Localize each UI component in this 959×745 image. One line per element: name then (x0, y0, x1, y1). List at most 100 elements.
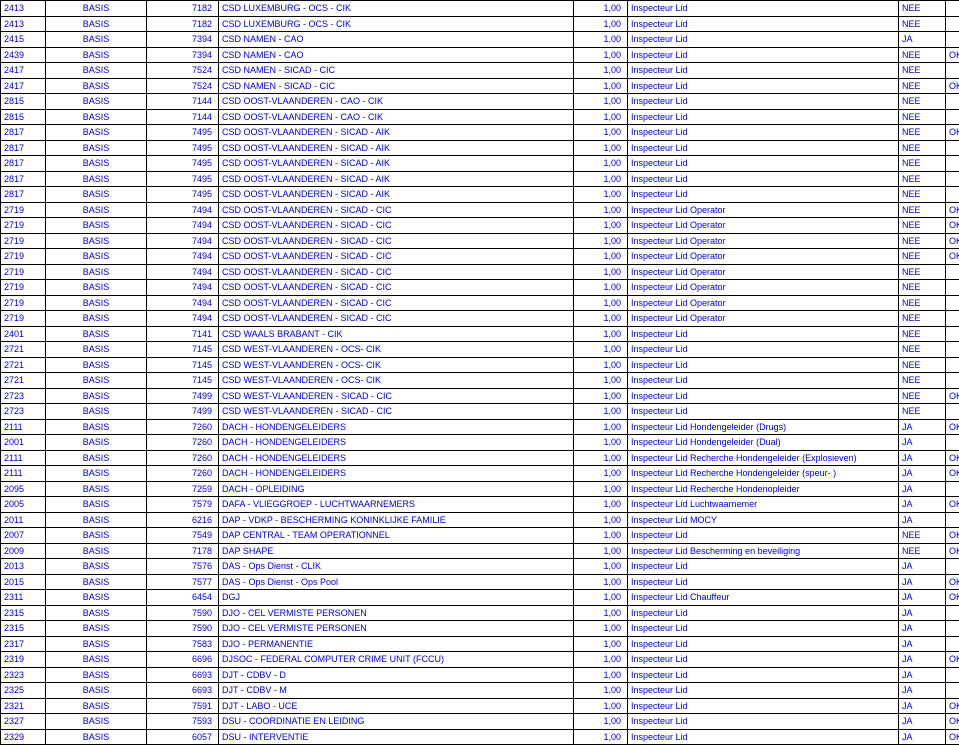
cell-col4: 1,00 (574, 466, 628, 482)
cell-col2: 7591 (147, 698, 219, 714)
cell-col4: 1,00 (574, 497, 628, 513)
cell-col0: 2719 (1, 264, 46, 280)
cell-col6: NEE (899, 94, 946, 110)
cell-col7: OK (946, 574, 959, 590)
cell-col2: 7145 (147, 373, 219, 389)
cell-col1: BASIS (46, 280, 147, 296)
cell-col6: NEE (899, 187, 946, 203)
cell-col4: 1,00 (574, 528, 628, 544)
cell-col3: CSD OOST-VLAANDEREN - SICAD - AIK (219, 171, 574, 187)
cell-col6: JA (899, 652, 946, 668)
cell-col3: CSD WEST-VLAANDEREN - SICAD - CIC (219, 388, 574, 404)
cell-col4: 1,00 (574, 140, 628, 156)
cell-col5: Inspecteur Lid (628, 605, 899, 621)
cell-col2: 6454 (147, 590, 219, 606)
cell-col1: BASIS (46, 311, 147, 327)
cell-col1: BASIS (46, 605, 147, 621)
cell-col1: BASIS (46, 481, 147, 497)
cell-col2: 7394 (147, 32, 219, 48)
cell-col1: BASIS (46, 32, 147, 48)
cell-col2: 7583 (147, 636, 219, 652)
cell-col4: 1,00 (574, 32, 628, 48)
cell-col7 (946, 481, 959, 497)
cell-col1: BASIS (46, 683, 147, 699)
cell-col7: OK (946, 125, 959, 141)
cell-col7: OK (946, 450, 959, 466)
cell-col1: BASIS (46, 264, 147, 280)
cell-col0: 2015 (1, 574, 46, 590)
cell-col3: DSU - INTERVENTIE (219, 729, 574, 745)
cell-col3: CSD WEST-VLAANDEREN - OCS- CIK (219, 373, 574, 389)
cell-col4: 1,00 (574, 435, 628, 451)
cell-col7: OK (946, 419, 959, 435)
cell-col1: BASIS (46, 543, 147, 559)
table-row: 2007BASIS7549DAP CENTRAL - TEAM OPERATIO… (1, 528, 959, 544)
cell-col0: 2417 (1, 78, 46, 94)
cell-col5: Inspecteur Lid (628, 652, 899, 668)
cell-col2: 7576 (147, 559, 219, 575)
cell-col0: 2321 (1, 698, 46, 714)
cell-col5: Inspecteur Lid Operator (628, 218, 899, 234)
cell-col5: Inspecteur Lid (628, 559, 899, 575)
cell-col2: 7499 (147, 404, 219, 420)
cell-col3: DJT - LABO - UCE (219, 698, 574, 714)
table-row: 2111BASIS7260DACH - HONDENGELEIDERS1,00I… (1, 466, 959, 482)
table-row: 2325BASIS6693DJT - CDBV - M1,00Inspecteu… (1, 683, 959, 699)
cell-col4: 1,00 (574, 621, 628, 637)
cell-col2: 7593 (147, 714, 219, 730)
table-row: 2721BASIS7145CSD WEST-VLAANDEREN - OCS- … (1, 342, 959, 358)
table-row: 2011BASIS6216DAP - VDKP - BESCHERMING KO… (1, 512, 959, 528)
cell-col2: 7579 (147, 497, 219, 513)
cell-col7 (946, 357, 959, 373)
cell-col0: 2719 (1, 233, 46, 249)
cell-col6: NEE (899, 388, 946, 404)
cell-col4: 1,00 (574, 311, 628, 327)
cell-col0: 2719 (1, 295, 46, 311)
cell-col0: 2319 (1, 652, 46, 668)
cell-col4: 1,00 (574, 590, 628, 606)
table-row: 2005BASIS7579DAFA - VLIEGGROEP - LUCHTWA… (1, 497, 959, 513)
cell-col2: 7494 (147, 202, 219, 218)
cell-col6: NEE (899, 156, 946, 172)
cell-col1: BASIS (46, 326, 147, 342)
cell-col6: JA (899, 729, 946, 745)
cell-col2: 6693 (147, 683, 219, 699)
cell-col1: BASIS (46, 109, 147, 125)
cell-col5: Inspecteur Lid (628, 714, 899, 730)
cell-col2: 7141 (147, 326, 219, 342)
cell-col4: 1,00 (574, 512, 628, 528)
cell-col3: DJT - CDBV - M (219, 683, 574, 699)
cell-col1: BASIS (46, 559, 147, 575)
cell-col0: 2815 (1, 109, 46, 125)
cell-col7 (946, 140, 959, 156)
cell-col0: 2721 (1, 373, 46, 389)
cell-col7 (946, 264, 959, 280)
cell-col5: Inspecteur Lid (628, 171, 899, 187)
cell-col6: NEE (899, 202, 946, 218)
table-row: 2817BASIS7495CSD OOST-VLAANDEREN - SICAD… (1, 125, 959, 141)
table-row: 2417BASIS7524CSD NAMEN - SICAD - CIC1,00… (1, 78, 959, 94)
cell-col3: CSD NAMEN - CAO (219, 47, 574, 63)
cell-col0: 2719 (1, 249, 46, 265)
cell-col7 (946, 373, 959, 389)
cell-col5: Inspecteur Lid (628, 1, 899, 17)
cell-col1: BASIS (46, 171, 147, 187)
cell-col2: 7260 (147, 435, 219, 451)
cell-col4: 1,00 (574, 171, 628, 187)
cell-col6: JA (899, 497, 946, 513)
table-row: 2723BASIS7499CSD WEST-VLAANDEREN - SICAD… (1, 404, 959, 420)
cell-col2: 7577 (147, 574, 219, 590)
data-table: 2413BASIS7182CSD LUXEMBURG - OCS - CIK1,… (0, 0, 959, 745)
cell-col5: Inspecteur Lid (628, 357, 899, 373)
cell-col1: BASIS (46, 497, 147, 513)
table-row: 2817BASIS7495CSD OOST-VLAANDEREN - SICAD… (1, 140, 959, 156)
table-row: 2315BASIS7590DJO - CEL VERMISTE PERSONEN… (1, 605, 959, 621)
cell-col2: 7145 (147, 357, 219, 373)
cell-col1: BASIS (46, 295, 147, 311)
cell-col3: CSD OOST-VLAANDEREN - SICAD - AIK (219, 187, 574, 203)
cell-col5: Inspecteur Lid MOCY (628, 512, 899, 528)
cell-col4: 1,00 (574, 1, 628, 17)
cell-col7: OK (946, 218, 959, 234)
cell-col7: OK (946, 714, 959, 730)
cell-col3: DJO - PERMANENTIE (219, 636, 574, 652)
